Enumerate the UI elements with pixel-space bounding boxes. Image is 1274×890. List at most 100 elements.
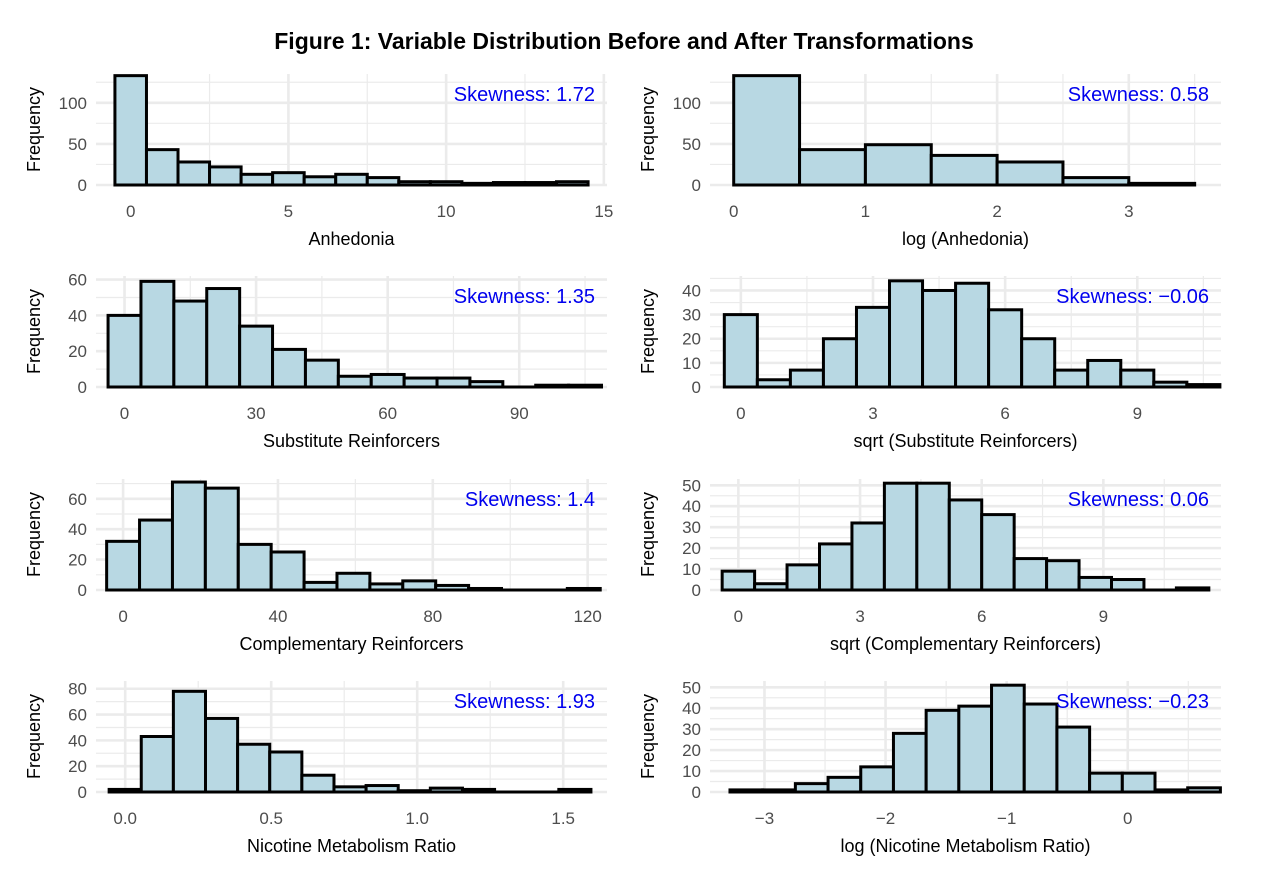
x-tick-label: 3 bbox=[868, 404, 877, 423]
y-tick-label: 0 bbox=[692, 378, 701, 397]
histogram-bars bbox=[720, 481, 1211, 592]
histogram-panel-4: 0 10 20 30 40 0 3 6 9 sqrt (Substitute Reinforcer… bbox=[638, 276, 1222, 451]
histogram-bar bbox=[1185, 383, 1222, 389]
y-tick-label: 30 bbox=[682, 720, 701, 739]
y-tick-label: 100 bbox=[59, 94, 87, 113]
histogram-bar bbox=[144, 148, 180, 187]
histogram-bar bbox=[720, 569, 757, 592]
histogram-bar bbox=[1012, 557, 1049, 592]
y-tick-label: 40 bbox=[682, 497, 701, 516]
y-tick-label: 20 bbox=[682, 330, 701, 349]
skewness-label: Skewness: 0.06 bbox=[1068, 489, 1209, 511]
histogram-bar bbox=[364, 784, 400, 794]
y-axis-label: Frequency bbox=[24, 289, 44, 374]
y-tick-label: 40 bbox=[68, 520, 87, 539]
histogram-bar bbox=[303, 358, 340, 389]
x-tick-label: 6 bbox=[977, 607, 986, 626]
x-axis-label: Nicotine Metabolism Ratio bbox=[247, 836, 456, 856]
x-tick-label: 9 bbox=[1133, 404, 1142, 423]
y-tick-label: 50 bbox=[682, 476, 701, 495]
histogram-bar bbox=[1127, 181, 1197, 187]
histogram-bar bbox=[753, 582, 789, 592]
histogram-bar bbox=[915, 481, 951, 592]
x-tick-label: 0 bbox=[126, 202, 135, 221]
histogram-bar bbox=[818, 542, 854, 592]
histogram-bar bbox=[722, 313, 759, 389]
y-tick-label: 80 bbox=[68, 680, 87, 699]
histogram-bar bbox=[826, 775, 863, 794]
y-tick-label: 0 bbox=[78, 378, 87, 397]
histogram-bar bbox=[995, 160, 1065, 187]
histogram-bar bbox=[921, 288, 958, 389]
histogram-bar bbox=[1153, 788, 1190, 794]
x-tick-label: 120 bbox=[573, 607, 601, 626]
histogram-panel-1: 0 50 100 0 5 10 15 Anhedonia Frequency Skewness: … bbox=[24, 74, 613, 249]
x-axis-label: sqrt (Substitute Reinforcers) bbox=[853, 431, 1077, 451]
y-tick-label: 40 bbox=[682, 281, 701, 300]
x-tick-label: 0 bbox=[1123, 809, 1132, 828]
histogram-bar bbox=[863, 143, 933, 187]
x-tick-label: 6 bbox=[1000, 404, 1009, 423]
histogram-bar bbox=[534, 383, 571, 389]
histogram-bar bbox=[368, 582, 405, 592]
x-tick-label: 15 bbox=[594, 202, 613, 221]
histogram-bar bbox=[732, 74, 802, 187]
x-tick-label: 0.5 bbox=[259, 809, 283, 828]
histogram-bar bbox=[850, 521, 886, 592]
x-tick-label: 0 bbox=[120, 404, 129, 423]
x-tick-label: 0 bbox=[118, 607, 127, 626]
histogram-bar bbox=[171, 689, 208, 794]
y-tick-label: 50 bbox=[682, 678, 701, 697]
x-axis-label: Anhedonia bbox=[308, 229, 395, 249]
x-tick-label: 0.0 bbox=[113, 809, 137, 828]
histogram-bar bbox=[1086, 358, 1123, 389]
y-tick-label: 10 bbox=[682, 762, 701, 781]
y-tick-label: 20 bbox=[68, 551, 87, 570]
histogram-bar bbox=[1020, 337, 1057, 389]
histogram-bar bbox=[428, 786, 464, 794]
y-axis-label: Frequency bbox=[638, 289, 658, 374]
histogram-bar bbox=[434, 583, 471, 592]
histogram-bar bbox=[105, 539, 142, 592]
y-tick-label: 100 bbox=[673, 94, 701, 113]
histogram-bar bbox=[204, 716, 240, 794]
y-tick-label: 30 bbox=[682, 518, 701, 537]
histogram-bars bbox=[728, 683, 1222, 794]
histogram-bar bbox=[302, 580, 339, 592]
histogram-bar bbox=[954, 281, 991, 389]
x-axis-label: log (Anhedonia) bbox=[902, 229, 1029, 249]
histogram-bar bbox=[203, 486, 240, 592]
histogram-bar bbox=[401, 579, 438, 592]
histogram-bar bbox=[170, 480, 207, 592]
histogram-bar bbox=[236, 742, 272, 794]
histogram-bar bbox=[332, 785, 368, 794]
histogram-bar bbox=[271, 347, 307, 389]
x-tick-label: 1 bbox=[861, 202, 870, 221]
y-tick-label: 0 bbox=[692, 176, 701, 195]
histogram-panel-8: 0 10 20 30 40 50 −3 −2 −1 0 log (Nicotine Metaboli… bbox=[638, 678, 1222, 856]
y-tick-label: 20 bbox=[68, 757, 87, 776]
x-tick-label: 80 bbox=[423, 607, 442, 626]
histogram-bar bbox=[491, 181, 527, 187]
histogram-bar bbox=[1119, 368, 1156, 389]
histogram-bar bbox=[239, 172, 275, 187]
histogram-bars bbox=[105, 480, 602, 592]
histogram-bar bbox=[138, 518, 174, 592]
x-tick-label: 2 bbox=[992, 202, 1001, 221]
x-tick-label: 30 bbox=[247, 404, 266, 423]
histogram-bar bbox=[269, 550, 306, 592]
y-tick-label: 30 bbox=[682, 306, 701, 325]
histogram-bar bbox=[821, 337, 858, 389]
x-tick-label: −3 bbox=[755, 809, 774, 828]
x-tick-label: 60 bbox=[378, 404, 397, 423]
y-axis-label: Frequency bbox=[24, 87, 44, 172]
histogram-bars bbox=[106, 279, 604, 389]
histogram-bar bbox=[365, 176, 401, 187]
histogram-bar bbox=[728, 788, 765, 794]
figure-title: Figure 1: Variable Distribution Before a… bbox=[274, 28, 974, 54]
histogram-bar bbox=[1045, 559, 1081, 592]
skewness-label: Skewness: 1.72 bbox=[454, 84, 595, 106]
y-tick-label: 20 bbox=[68, 342, 87, 361]
y-tick-label: 20 bbox=[682, 741, 701, 760]
y-tick-label: 0 bbox=[78, 581, 87, 600]
